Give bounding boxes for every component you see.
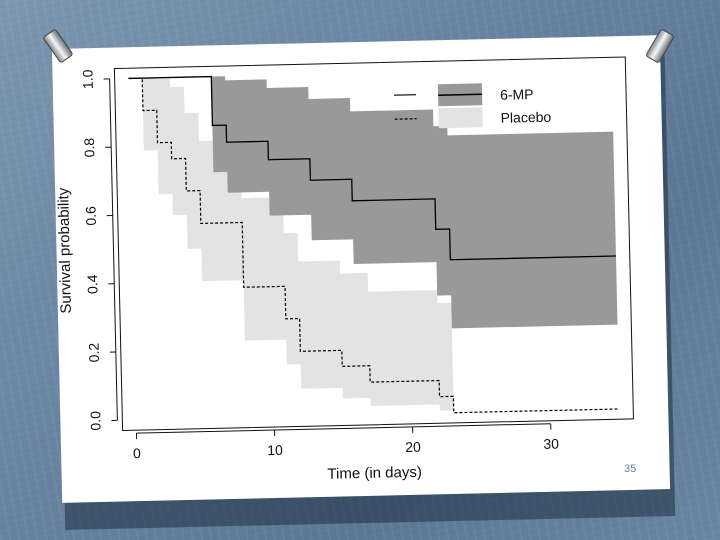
y-tick-label: 0.6 — [83, 206, 99, 226]
y-tick-label: 0.4 — [84, 274, 100, 294]
legend-label-6mp: 6-MP — [500, 86, 534, 103]
y-tick-label: 0.8 — [81, 138, 97, 158]
x-tick-label: 10 — [267, 442, 283, 458]
slide-number: 35 — [624, 463, 637, 475]
curve-6mp — [128, 75, 616, 261]
y-axis: 0.0 0.2 0.4 0.6 0.8 1.0 — [79, 69, 118, 431]
curve-placebo — [128, 77, 620, 414]
y-axis-label: Survival probability — [55, 187, 75, 314]
y-tick-label: 0.0 — [87, 411, 103, 431]
survival-curves — [128, 75, 620, 414]
band-6mp — [128, 76, 618, 329]
x-tick-label: 30 — [543, 436, 559, 452]
y-axis-line — [109, 78, 118, 421]
x-axis: 0 10 20 30 — [133, 423, 559, 461]
plot-frame — [113, 56, 634, 431]
y-tick-label: 1.0 — [79, 69, 95, 89]
confidence-bands — [128, 76, 620, 413]
x-axis-label: Time (in days) — [327, 464, 422, 483]
y-tick-label: 0.2 — [86, 342, 102, 362]
legend-swatch-placebo — [438, 107, 483, 129]
x-axis-line — [136, 423, 551, 434]
legend-label-placebo: Placebo — [500, 109, 551, 126]
x-tick-label: 20 — [405, 439, 421, 455]
x-tick-label: 0 — [133, 445, 141, 461]
legend-swatch-6mp-line — [438, 93, 483, 96]
legend: 6-MP Placebo — [394, 83, 552, 129]
band-placebo — [128, 77, 620, 413]
